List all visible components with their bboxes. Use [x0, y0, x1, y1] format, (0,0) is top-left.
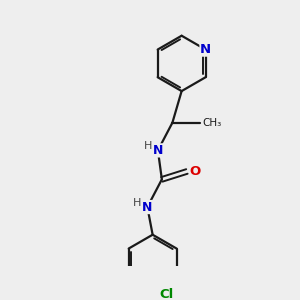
- Text: N: N: [200, 43, 211, 56]
- Text: N: N: [153, 144, 163, 157]
- Text: Cl: Cl: [159, 288, 173, 300]
- Text: O: O: [190, 165, 201, 178]
- Text: H: H: [133, 198, 141, 208]
- Text: N: N: [142, 200, 153, 214]
- Text: CH₃: CH₃: [202, 118, 221, 128]
- Text: H: H: [144, 141, 152, 152]
